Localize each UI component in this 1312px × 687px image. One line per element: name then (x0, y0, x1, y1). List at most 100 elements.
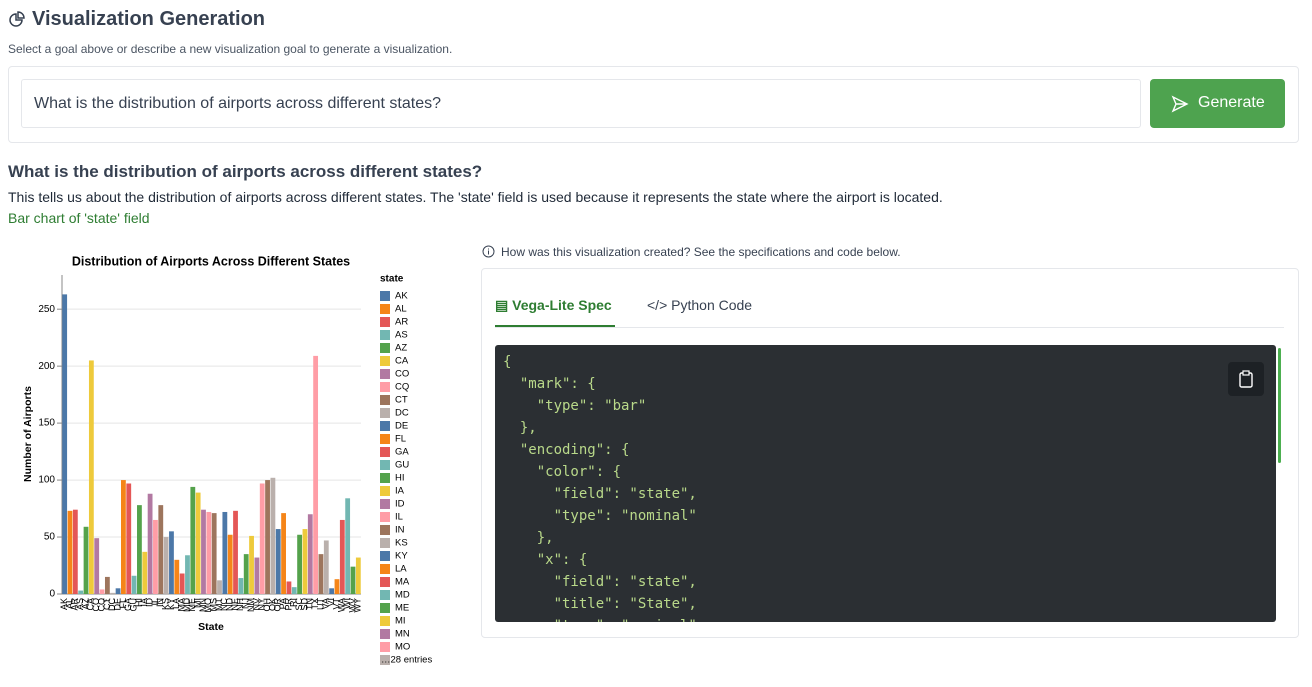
legend-swatch (380, 356, 390, 366)
chart-icon (9, 11, 25, 27)
x-tick-label: IA (139, 598, 149, 607)
legend-label: MO (395, 642, 410, 653)
bar (270, 477, 276, 594)
legend-swatch (380, 564, 390, 574)
code-line: "type": "bar" (503, 398, 647, 414)
code-line: "field": "state", (503, 486, 697, 502)
code-line: "title": "State", (503, 596, 697, 612)
legend-label: KY (395, 551, 408, 562)
input-panel (8, 66, 1299, 143)
legend-swatch (380, 317, 390, 327)
y-tick-label: 150 (38, 418, 55, 429)
x-tick-label: VA (321, 598, 331, 609)
legend-label: MI (395, 616, 406, 627)
legend-label: MD (395, 590, 410, 601)
legend-swatch (380, 369, 390, 379)
bar (163, 537, 169, 594)
chart-type: Bar chart of 'state' field (8, 210, 150, 226)
bar (249, 535, 254, 594)
bar (190, 486, 196, 594)
legend-label: AZ (395, 343, 407, 354)
bar (313, 355, 319, 594)
bar (281, 513, 286, 594)
y-tick-label: 50 (44, 532, 56, 543)
chart: Distribution of Airports Across Differen… (22, 254, 433, 665)
x-tick-label: VT (331, 598, 341, 610)
legend-swatch (380, 655, 390, 665)
bar (88, 360, 94, 594)
bar (195, 492, 201, 594)
tab-python[interactable]: </> Python Code (647, 297, 753, 313)
legend-label: AL (395, 304, 407, 315)
x-tick-label: AL (64, 598, 74, 609)
bar (307, 514, 313, 594)
legend-swatch (380, 577, 390, 587)
bar (201, 509, 206, 594)
send-icon (1171, 95, 1189, 113)
tab-vega[interactable]: ▤ Vega-Lite Spec (495, 297, 612, 313)
x-tick-label: GA (123, 598, 133, 611)
x-tick-label: TX (310, 598, 320, 610)
code-line: "x": { (503, 552, 588, 568)
info-icon (482, 245, 495, 258)
legend-swatch (380, 642, 390, 652)
legend-swatch (380, 304, 390, 314)
bar (350, 566, 356, 594)
legend-swatch (380, 343, 390, 353)
bar (318, 554, 324, 594)
code-line: "encoding": { (503, 442, 630, 458)
legend-label: ID (395, 499, 405, 510)
x-tick-label: WI (342, 598, 352, 609)
bar (94, 538, 100, 594)
copy-button[interactable] (1228, 362, 1264, 396)
bar (115, 588, 121, 594)
legend-swatch (380, 330, 390, 340)
scrollbar (1278, 348, 1281, 463)
legend-swatch (380, 460, 390, 470)
legend-swatch (380, 382, 390, 392)
x-tick-label: NM (246, 598, 256, 612)
goal-input[interactable]: What is the distribution of airports acr… (21, 79, 1141, 128)
x-tick-label: KS (160, 598, 170, 610)
x-tick-label: HI (134, 598, 144, 607)
bar (243, 554, 249, 594)
legend-label: IN (395, 525, 405, 536)
bar (265, 480, 270, 594)
legend-swatch (380, 616, 390, 626)
bar (131, 575, 137, 594)
x-tick-label: GU (128, 598, 138, 612)
code-line: "color": { (503, 464, 622, 480)
bar (78, 590, 84, 594)
legend-swatch (380, 551, 390, 561)
bar (297, 534, 303, 594)
legend-swatch (380, 538, 390, 548)
tab-divider (495, 327, 1284, 328)
y-tick-label: 0 (49, 589, 55, 600)
bar (179, 573, 185, 594)
bar (222, 511, 228, 594)
bar (99, 589, 105, 594)
x-tick-label: MI (193, 598, 203, 608)
x-tick-label: CT (102, 598, 112, 610)
x-tick-label: TN (305, 598, 315, 610)
code-line: }, (503, 530, 554, 546)
clipboard-icon (1239, 370, 1253, 388)
x-tick-label: NV (251, 598, 261, 611)
x-tick-label: CO (91, 598, 101, 612)
legend-label: KS (395, 538, 408, 549)
x-tick-label: FL (118, 598, 128, 609)
x-tick-label: NC (219, 598, 229, 611)
x-tick-label: UT (315, 598, 325, 610)
x-tick-label: MO (203, 598, 213, 613)
x-tick-label: IL (150, 598, 160, 606)
bar (185, 555, 190, 594)
x-tick-label: WY (353, 598, 363, 613)
goal-question: What is the distribution of airports acr… (8, 162, 483, 181)
x-tick-label: DC (107, 598, 117, 611)
x-tick-label: RI (289, 598, 299, 607)
generate-button[interactable]: Generate (1150, 79, 1285, 128)
x-tick-label: WA (337, 598, 347, 612)
x-tick-label: PR (283, 598, 293, 611)
bar (142, 551, 148, 594)
legend-swatch (380, 512, 390, 522)
